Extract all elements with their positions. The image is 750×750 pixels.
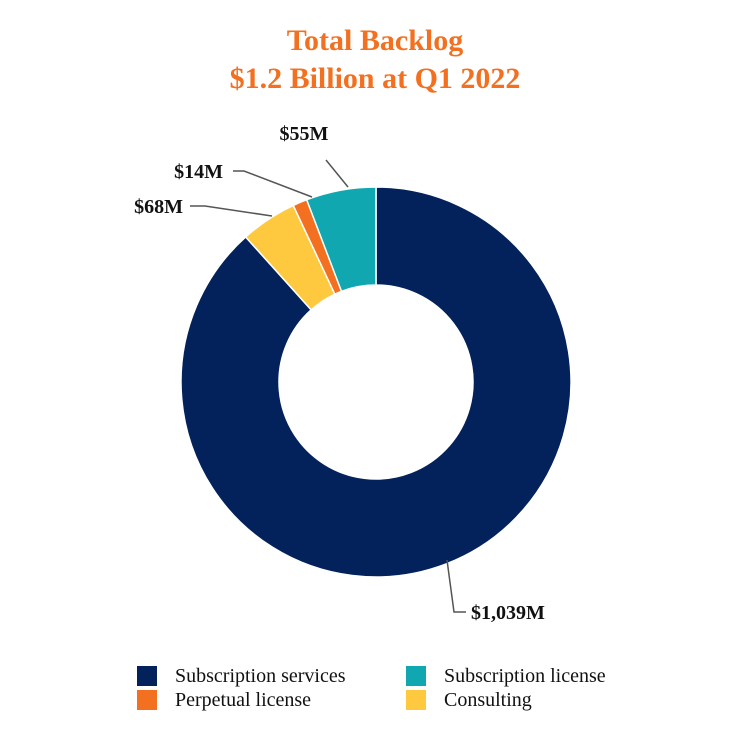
slice-subscription-services <box>180 186 572 578</box>
data-label-subscription-license: $68M <box>134 196 183 218</box>
data-label-perpetual-license: $14M <box>174 161 223 183</box>
leader-line-subscription-license <box>190 205 273 217</box>
chart-title-block: Total Backlog $1.2 Billion at Q1 2022 <box>0 22 750 98</box>
data-label-consulting: $55M <box>280 123 329 145</box>
data-label-subscription-services: $1,039M <box>471 602 545 624</box>
donut-slices <box>180 186 572 578</box>
leader-line-consulting <box>325 159 349 188</box>
slice-subscription-license <box>305 186 377 293</box>
leader-line-subscription-services <box>446 559 466 613</box>
chart-title: Total Backlog <box>286 24 464 57</box>
slice-labels: $1,039M $68M $14M $55M <box>134 123 545 624</box>
chart-subtitle: $1.2 Billion at Q1 2022 <box>229 62 521 95</box>
leader-line-perpetual-license <box>233 170 313 198</box>
leader-lines <box>190 159 466 613</box>
